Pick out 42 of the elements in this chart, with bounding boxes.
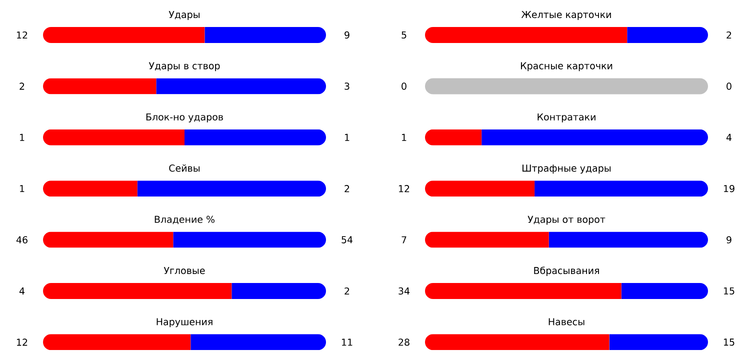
data-label: 3 [344,82,350,90]
chart-title: Сейвы [169,164,200,172]
data-label: 4 [19,288,25,294]
data-label: 9 [726,236,732,244]
chart-title: Вбрасывания [534,266,599,276]
data-label: 19 [724,184,734,192]
data-label: 2 [344,185,350,192]
data-label: 2 [20,82,24,90]
chart-title: Владение % [154,216,215,224]
data-label: 12 [399,185,410,192]
data-label: 2 [726,31,732,39]
chart-title: Удары [168,11,200,20]
data-label: 34 [398,287,410,295]
chart-title: Штрафные удары [522,164,611,174]
chart-title: Удары от ворот [528,216,606,225]
data-label: 12 [17,31,28,39]
data-label: 7 [402,236,406,244]
data-label: 5 [402,31,406,39]
data-label: 4 [726,134,732,141]
data-label: 1 [20,185,24,192]
data-label: 9 [344,31,350,39]
data-label: 2 [344,287,350,295]
data-label: 15 [724,287,734,295]
chart-title: Удары в створ [148,62,220,72]
data-label: 54 [342,236,353,244]
chart-title: Угловые [164,267,205,274]
data-label: 11 [342,338,352,346]
chart-title: Контратаки [538,113,596,122]
chart-title: Навесы [548,318,584,326]
data-label: 28 [398,338,410,346]
data-label: 12 [17,338,28,346]
chart-title: Нарушения [156,318,212,328]
data-label: 15 [724,338,734,346]
data-label: 1 [20,134,24,141]
text: Красные карточки [520,62,612,72]
chart-title: Желтые карточки [521,11,611,20]
data-label: 1 [402,134,406,141]
data-label: 46 [16,236,28,244]
text: 0 [402,82,406,90]
text: 0 [726,82,732,90]
chart-title: Блок-но ударов [146,113,223,122]
data-label: 1 [345,134,350,141]
